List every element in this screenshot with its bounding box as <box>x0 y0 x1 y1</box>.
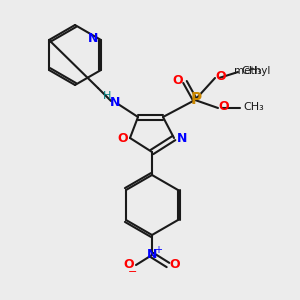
Text: −: − <box>128 267 138 277</box>
Text: N: N <box>177 131 187 145</box>
Text: N: N <box>110 97 120 110</box>
Text: CH₃: CH₃ <box>244 102 264 112</box>
Text: O: O <box>216 70 226 83</box>
Text: N: N <box>88 32 98 44</box>
Text: CH₃: CH₃ <box>242 66 262 76</box>
Text: O: O <box>219 100 229 113</box>
Text: O: O <box>170 257 180 271</box>
Text: +: + <box>154 245 162 255</box>
Text: O: O <box>124 257 134 271</box>
Text: methyl: methyl <box>234 66 270 76</box>
Text: O: O <box>173 74 183 86</box>
Text: N: N <box>147 248 157 260</box>
Text: O: O <box>118 131 128 145</box>
Text: H: H <box>103 91 111 101</box>
Text: P: P <box>190 92 202 106</box>
